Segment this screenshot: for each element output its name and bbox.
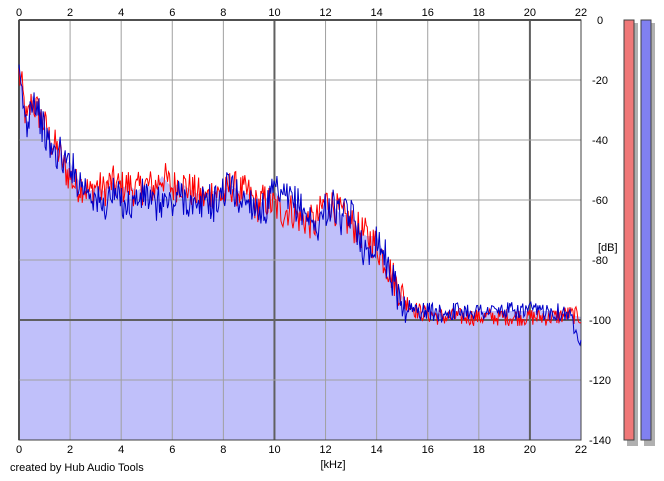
- chart-series-group: [18, 64, 582, 347]
- chart-tick-labels: 002244668810101212141416161818202022220-…: [16, 7, 611, 456]
- x-tick-label-top: 12: [319, 7, 331, 19]
- spectrum-fill-area: [19, 74, 581, 440]
- y-tick-label: -20: [592, 75, 608, 87]
- x-tick-label-top: 2: [67, 7, 73, 19]
- x-tick-label-top: 0: [16, 7, 22, 19]
- spectrum-area: [19, 74, 581, 440]
- x-tick-label-top: 16: [422, 7, 434, 19]
- level-meters: [623, 19, 655, 446]
- level-meter-bar-1: [623, 19, 635, 441]
- chart-grid: [18, 19, 582, 441]
- y-tick-label: 0: [597, 15, 603, 27]
- x-tick-label-bottom: 14: [371, 444, 383, 456]
- x-tick-label-bottom: 18: [473, 444, 485, 456]
- x-tick-label-top: 8: [220, 7, 226, 19]
- x-tick-label-bottom: 16: [422, 444, 434, 456]
- x-tick-label-top: 6: [169, 7, 175, 19]
- y-tick-label: -40: [592, 135, 608, 147]
- x-tick-label-top: 14: [371, 7, 383, 19]
- y-tick-label: -140: [589, 435, 611, 447]
- x-axis-label: [kHz]: [320, 459, 345, 471]
- y-tick-label: -80: [592, 255, 608, 267]
- x-tick-label-bottom: 2: [67, 444, 73, 456]
- series-line-2: [18, 64, 582, 347]
- x-tick-label-top: 20: [524, 7, 536, 19]
- y-tick-label: -60: [592, 195, 608, 207]
- x-tick-label-top: 10: [268, 7, 280, 19]
- plot-frame: [18, 19, 582, 441]
- level-meter-bar-2: [640, 19, 652, 441]
- x-tick-label-top: 18: [473, 7, 485, 19]
- y-tick-label: -100: [589, 315, 611, 327]
- credit-text: created by Hub Audio Tools: [10, 462, 144, 474]
- x-tick-label-bottom: 20: [524, 444, 536, 456]
- y-axis-label: [dB]: [598, 242, 618, 254]
- x-tick-label-bottom: 6: [169, 444, 175, 456]
- y-tick-label: -120: [589, 375, 611, 387]
- x-tick-label-bottom: 10: [268, 444, 280, 456]
- x-tick-label-bottom: 4: [118, 444, 124, 456]
- x-tick-label-bottom: 22: [575, 444, 587, 456]
- x-tick-label-top: 22: [575, 7, 587, 19]
- x-tick-label-bottom: 12: [319, 444, 331, 456]
- x-tick-label-bottom: 8: [220, 444, 226, 456]
- x-tick-label-bottom: 0: [16, 444, 22, 456]
- x-tick-label-top: 4: [118, 7, 124, 19]
